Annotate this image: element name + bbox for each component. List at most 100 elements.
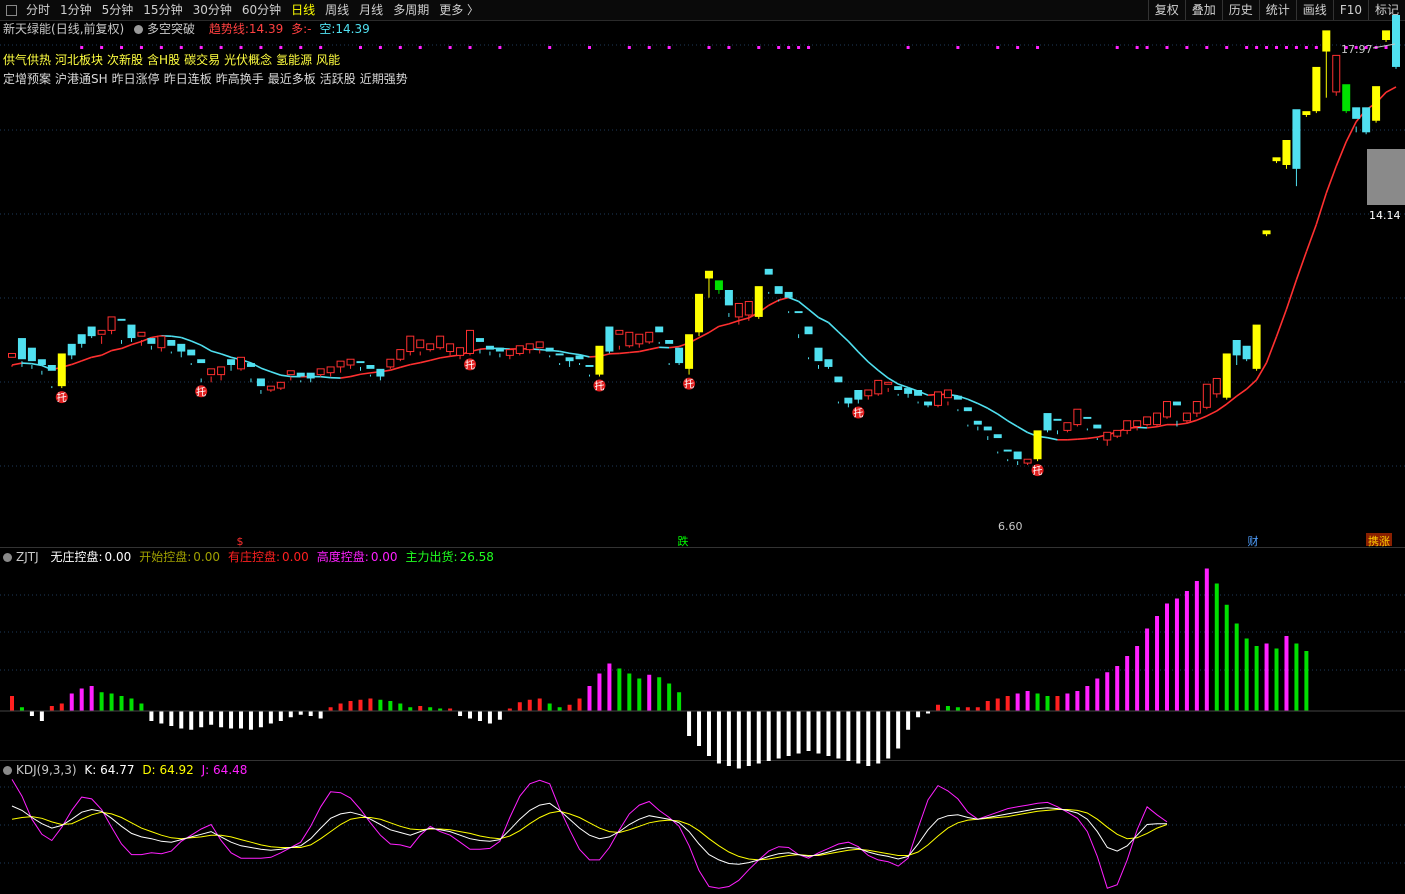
toolbar-button-6[interactable]: 标记 <box>1367 0 1405 20</box>
concept-tag-2[interactable]: 次新股 <box>107 53 144 67</box>
zjtj-item-label-2: 有庄控盘: <box>228 550 281 564</box>
period-tab-4[interactable]: 30分钟 <box>192 3 232 17</box>
concept-tag-0[interactable]: 供气供热 <box>3 53 52 67</box>
candle-84 <box>844 397 853 408</box>
feature-tag-7[interactable]: 近期强势 <box>359 72 408 86</box>
candle-body-113 <box>1133 420 1142 428</box>
trend-segment-43 <box>429 357 441 362</box>
candle-71 <box>714 280 723 294</box>
zjtj-bar-48 <box>487 711 492 724</box>
candle-body-31 <box>316 368 325 376</box>
candle-61 <box>615 329 624 350</box>
period-tab-5[interactable]: 60分钟 <box>241 3 282 17</box>
indicator-select-icon[interactable] <box>134 25 144 34</box>
candle-73 <box>734 302 743 325</box>
signal-dot-27 <box>757 46 761 49</box>
period-tab-1[interactable]: 1分钟 <box>60 3 92 17</box>
signal-dot-3 <box>139 46 143 49</box>
zjtj-bar-87 <box>876 711 881 764</box>
concept-tag-1[interactable]: 河北板块 <box>55 53 104 67</box>
concept-tag-3[interactable]: 含H股 <box>147 53 181 67</box>
candle-body-78 <box>784 291 793 298</box>
candle-83 <box>834 376 843 404</box>
candle-body-15 <box>157 335 166 349</box>
candle-20 <box>207 368 216 383</box>
candle-53 <box>535 341 544 354</box>
feature-tag-4[interactable]: 昨高换手 <box>215 72 264 86</box>
zjtj-bar-105 <box>1055 696 1060 711</box>
period-tab-6[interactable]: 日线 <box>291 3 316 17</box>
signal-dot-20 <box>548 46 552 49</box>
period-tab-8[interactable]: 月线 <box>359 3 384 17</box>
trend-segment-3 <box>31 362 43 367</box>
candle-body-35 <box>356 361 365 364</box>
candle-body-118 <box>1182 412 1191 422</box>
trend-segment-2 <box>21 362 32 365</box>
concept-tag-7[interactable]: 风能 <box>316 53 341 67</box>
feature-tag-1[interactable]: 沪港通SH <box>55 72 108 86</box>
toolbar-button-0[interactable]: 复权 <box>1147 0 1185 20</box>
feature-tag-3[interactable]: 昨日连板 <box>163 72 212 86</box>
feature-tag-6[interactable]: 活跃股 <box>319 72 356 86</box>
zjtj-bar-4 <box>49 706 54 711</box>
concept-tag-5[interactable]: 光伏概念 <box>224 53 273 67</box>
trend-segment-121 <box>1206 410 1218 417</box>
zjtj-bar-129 <box>1294 643 1299 711</box>
zjtj-bar-124 <box>1244 638 1249 711</box>
period-tab-10[interactable]: 更多 〉 <box>439 3 480 17</box>
candle-120 <box>1202 383 1211 410</box>
signal-dot-43 <box>1225 46 1229 49</box>
zjtj-bar-69 <box>697 711 702 746</box>
candle-108 <box>1083 416 1092 431</box>
period-tab-7[interactable]: 周线 <box>325 3 350 17</box>
candle-body-63 <box>635 333 644 345</box>
candle-body-13 <box>137 331 146 337</box>
trend-segment-39 <box>390 366 401 371</box>
candle-body-27 <box>276 381 285 389</box>
candle-112 <box>1123 420 1132 435</box>
toolbar-button-2[interactable]: 历史 <box>1221 0 1259 20</box>
period-tab-9[interactable]: 多周期 <box>393 3 430 17</box>
toolbar-button-4[interactable]: 画线 <box>1295 0 1333 20</box>
toolbar-button-5[interactable]: F10 <box>1332 0 1368 20</box>
feature-tag-5[interactable]: 最近多板 <box>267 72 316 86</box>
candle-body-12 <box>127 324 136 339</box>
zjtj-bar-114 <box>1145 628 1150 711</box>
period-tab-0[interactable]: 分时 <box>26 3 51 17</box>
concept-tag-6[interactable]: 氢能源 <box>276 53 313 67</box>
zjtj-bar-23 <box>239 711 244 729</box>
kdj-collapse-icon[interactable] <box>3 766 12 775</box>
zjtj-bar-20 <box>209 711 214 725</box>
signal-dot-10 <box>279 46 283 49</box>
candle-36 <box>366 365 375 377</box>
feature-tag-0[interactable]: 定增预案 <box>3 72 52 86</box>
zjtj-collapse-icon[interactable] <box>3 553 12 562</box>
trend-segment-131 <box>1305 224 1318 253</box>
candle-body-66 <box>665 340 674 344</box>
candle-body-91 <box>914 390 923 396</box>
candle-body-98 <box>983 426 992 431</box>
zjtj-bar-59 <box>597 673 602 711</box>
candle-body-132 <box>1322 30 1331 52</box>
period-tab-3[interactable]: 15分钟 <box>143 3 183 17</box>
feature-tag-2[interactable]: 昨日涨停 <box>111 72 160 86</box>
zjtj-bar-61 <box>617 668 622 711</box>
toolbar-button-3[interactable]: 统计 <box>1258 0 1296 20</box>
candle-21 <box>217 366 226 381</box>
candle-body-124 <box>1242 345 1251 360</box>
concept-tag-4[interactable]: 碳交易 <box>184 53 221 67</box>
zjtj-bar-0 <box>10 696 14 711</box>
candle-29 <box>296 372 305 383</box>
period-tab-2[interactable]: 5分钟 <box>101 3 134 17</box>
kdj-d-label: D: <box>142 763 156 777</box>
candle-body-42 <box>426 343 435 351</box>
signal-dot-14 <box>378 46 382 49</box>
toolbar-button-1[interactable]: 叠加 <box>1184 0 1222 20</box>
signal-dot-40 <box>1165 46 1169 49</box>
indicator-name[interactable]: 多空突破 <box>147 22 196 36</box>
candle-body-79 <box>794 311 803 314</box>
window-toggle-icon[interactable] <box>6 4 17 16</box>
zjtj-bar-51 <box>517 702 522 711</box>
candle-42 <box>426 343 435 352</box>
